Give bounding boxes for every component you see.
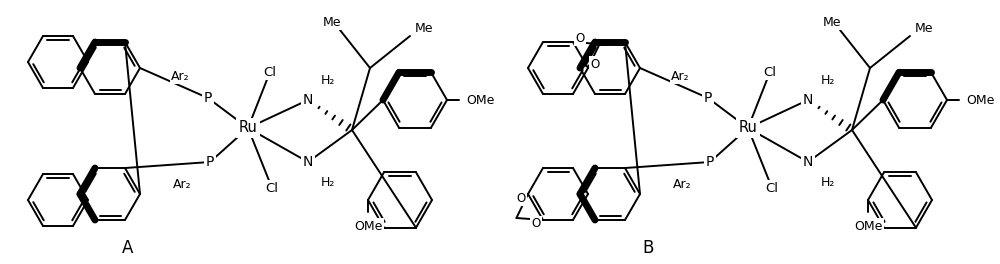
Text: H₂: H₂ [821, 73, 835, 87]
Text: Cl: Cl [766, 182, 778, 195]
Text: H₂: H₂ [321, 73, 335, 87]
Text: Me: Me [323, 16, 341, 29]
Text: N: N [303, 93, 313, 107]
Text: Me: Me [415, 21, 433, 35]
Text: Ru: Ru [739, 120, 757, 135]
Text: P: P [704, 91, 712, 105]
Text: N: N [303, 155, 313, 169]
Text: O: O [531, 218, 541, 230]
Text: OMe: OMe [354, 219, 382, 233]
Text: N: N [803, 155, 813, 169]
Text: Ar₂: Ar₂ [671, 69, 690, 82]
Text: Cl: Cl [264, 65, 276, 78]
Text: B: B [642, 239, 654, 257]
Text: OMe: OMe [966, 93, 994, 106]
Text: Ar₂: Ar₂ [171, 69, 190, 82]
Text: H₂: H₂ [321, 176, 335, 188]
Text: Ru: Ru [239, 120, 257, 135]
Text: O: O [590, 58, 600, 70]
Text: Me: Me [823, 16, 841, 29]
Text: H₂: H₂ [821, 176, 835, 188]
Text: Cl: Cl [266, 182, 278, 195]
Text: P: P [706, 155, 714, 169]
Text: N: N [803, 93, 813, 107]
Text: Ar₂: Ar₂ [173, 177, 192, 191]
Text: Me: Me [915, 21, 933, 35]
Text: P: P [204, 91, 212, 105]
Text: OMe: OMe [466, 93, 494, 106]
Text: Cl: Cl [764, 65, 776, 78]
Text: A: A [122, 239, 134, 257]
Text: P: P [206, 155, 214, 169]
Text: O: O [516, 191, 526, 205]
Text: Ar₂: Ar₂ [673, 177, 692, 191]
Text: OMe: OMe [854, 219, 882, 233]
Text: O: O [575, 31, 585, 45]
